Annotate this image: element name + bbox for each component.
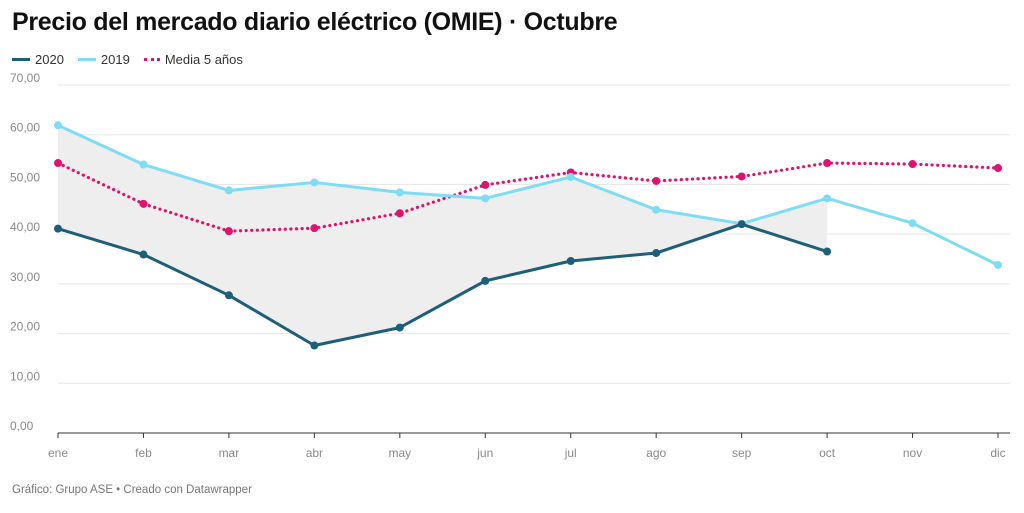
legend-swatch-2020	[12, 58, 30, 61]
data-point-2020	[481, 276, 490, 285]
y-tick-label: 50,00	[10, 170, 40, 184]
data-point-2020	[54, 224, 62, 233]
chart-title: Precio del mercado diario eléctrico (OMI…	[12, 8, 618, 36]
data-point-media-5-a-os	[224, 227, 233, 236]
x-tick-label: abr	[306, 446, 323, 460]
data-point-2019	[652, 205, 661, 214]
x-tick-label: oct	[819, 446, 836, 460]
data-point-media-5-a-os	[481, 180, 490, 189]
data-point-media-5-a-os	[54, 159, 62, 168]
data-point-2020	[566, 256, 575, 265]
legend-item-2019: 2019	[77, 52, 130, 67]
data-point-media-5-a-os	[823, 159, 832, 168]
series-line-2020	[56, 222, 829, 348]
data-point-2019	[994, 260, 1002, 269]
data-point-media-5-a-os	[994, 164, 1002, 173]
x-tick-label: jul	[564, 446, 577, 460]
y-tick-label: 20,00	[10, 320, 40, 334]
data-point-media-5-a-os	[652, 176, 661, 185]
y-tick-label: 40,00	[10, 220, 40, 234]
x-tick-label: mar	[219, 446, 240, 460]
y-tick-label: 0,00	[10, 419, 34, 433]
data-point-2020	[737, 220, 746, 229]
data-point-2019	[823, 194, 832, 203]
chart-legend: 2020 2019 Media 5 años	[12, 52, 257, 67]
legend-swatch-media	[143, 58, 160, 61]
data-point-2019	[224, 186, 233, 195]
legend-item-2020: 2020	[12, 52, 64, 67]
data-point-2020	[139, 250, 148, 259]
legend-label-media: Media 5 años	[164, 52, 243, 67]
data-point-2019	[395, 188, 404, 197]
y-tick-label: 60,00	[10, 121, 40, 135]
chart-credit: Gráfico: Grupo ASE • Creado con Datawrap…	[12, 484, 252, 496]
data-point-2020	[652, 249, 661, 258]
series-line-2019	[56, 123, 1000, 267]
x-tick-label: dic	[990, 446, 1005, 460]
data-point-media-5-a-os	[139, 199, 148, 208]
data-point-2019	[481, 194, 490, 203]
line-chart: 0,00 10,00 20,00 30,00 40,00 50,00 60,00 70,00 e…	[10, 72, 1010, 460]
data-point-2019	[310, 178, 319, 187]
data-point-media-5-a-os	[310, 224, 319, 233]
x-tick-label: may	[388, 446, 411, 460]
x-tick-label: feb	[135, 446, 152, 460]
data-point-2019	[139, 160, 148, 169]
y-tick-label: 70,00	[10, 72, 40, 85]
data-point-2019	[566, 172, 575, 181]
x-tick-label: sep	[732, 446, 752, 460]
data-point-media-5-a-os	[908, 160, 917, 169]
data-point-2020	[224, 291, 233, 300]
x-tick-label: ago	[646, 446, 666, 460]
x-tick-label: nov	[903, 446, 922, 460]
data-point-2020	[823, 247, 832, 256]
legend-swatch-2019	[77, 58, 96, 61]
data-point-2019	[54, 121, 62, 130]
shaded-area	[58, 125, 828, 346]
x-tick-label: jun	[476, 446, 493, 460]
data-point-2020	[310, 341, 319, 350]
legend-label-2020: 2020	[35, 52, 64, 67]
data-point-media-5-a-os	[737, 172, 746, 181]
legend-label-2019: 2019	[100, 52, 130, 67]
data-point-2020	[395, 323, 404, 332]
legend-item-media: Media 5 años	[143, 52, 243, 67]
y-tick-label: 30,00	[10, 270, 40, 284]
y-tick-label: 10,00	[10, 369, 40, 383]
x-tick-label: ene	[48, 446, 68, 460]
series-line-media-5-a-os	[56, 161, 1000, 233]
data-point-2019	[908, 219, 917, 228]
data-point-media-5-a-os	[395, 209, 404, 218]
